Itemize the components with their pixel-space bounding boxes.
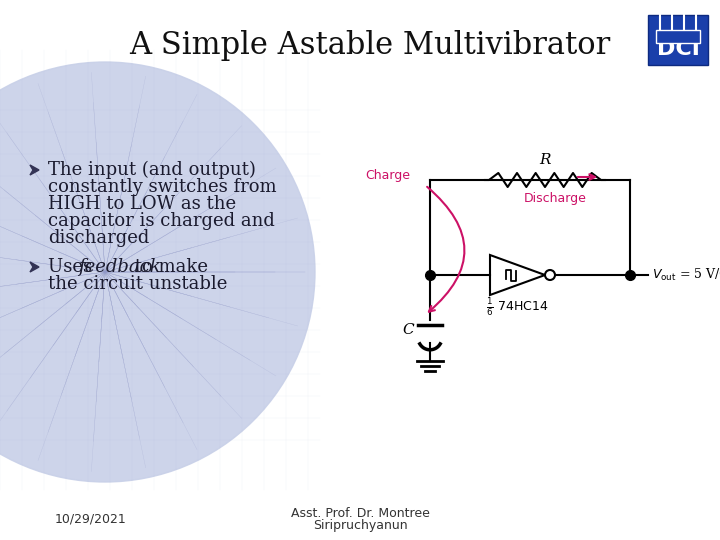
Text: capacitor is charged and: capacitor is charged and — [48, 212, 275, 230]
Text: to make: to make — [129, 258, 208, 276]
Text: constantly switches from: constantly switches from — [48, 178, 276, 196]
Text: A Simple Astable Multivibrator: A Simple Astable Multivibrator — [130, 30, 611, 61]
Text: the circuit unstable: the circuit unstable — [48, 275, 228, 293]
Text: DCI: DCI — [657, 39, 699, 59]
Polygon shape — [30, 262, 39, 272]
Text: $V_{\mathrm{out}}$ = 5 V/0 V: $V_{\mathrm{out}}$ = 5 V/0 V — [652, 267, 720, 283]
Text: $\frac{1}{6}$ 74HC14: $\frac{1}{6}$ 74HC14 — [486, 296, 549, 319]
Circle shape — [0, 62, 315, 482]
Text: HIGH to LOW as the: HIGH to LOW as the — [48, 195, 236, 213]
Text: discharged: discharged — [48, 229, 149, 247]
Text: Siripruchyanun: Siripruchyanun — [312, 519, 408, 532]
Text: Discharge: Discharge — [523, 192, 586, 205]
Text: Charge: Charge — [365, 168, 410, 181]
Text: feedback: feedback — [78, 258, 161, 276]
Text: Asst. Prof. Dr. Montree: Asst. Prof. Dr. Montree — [291, 507, 429, 520]
Polygon shape — [30, 165, 39, 175]
Text: Uses: Uses — [48, 258, 98, 276]
Text: 10/29/2021: 10/29/2021 — [55, 513, 127, 526]
Text: R: R — [539, 153, 551, 167]
Bar — [648, 15, 708, 65]
Bar — [656, 30, 700, 43]
Circle shape — [545, 270, 555, 280]
Text: The input (and output): The input (and output) — [48, 161, 256, 179]
Text: C: C — [402, 323, 414, 337]
